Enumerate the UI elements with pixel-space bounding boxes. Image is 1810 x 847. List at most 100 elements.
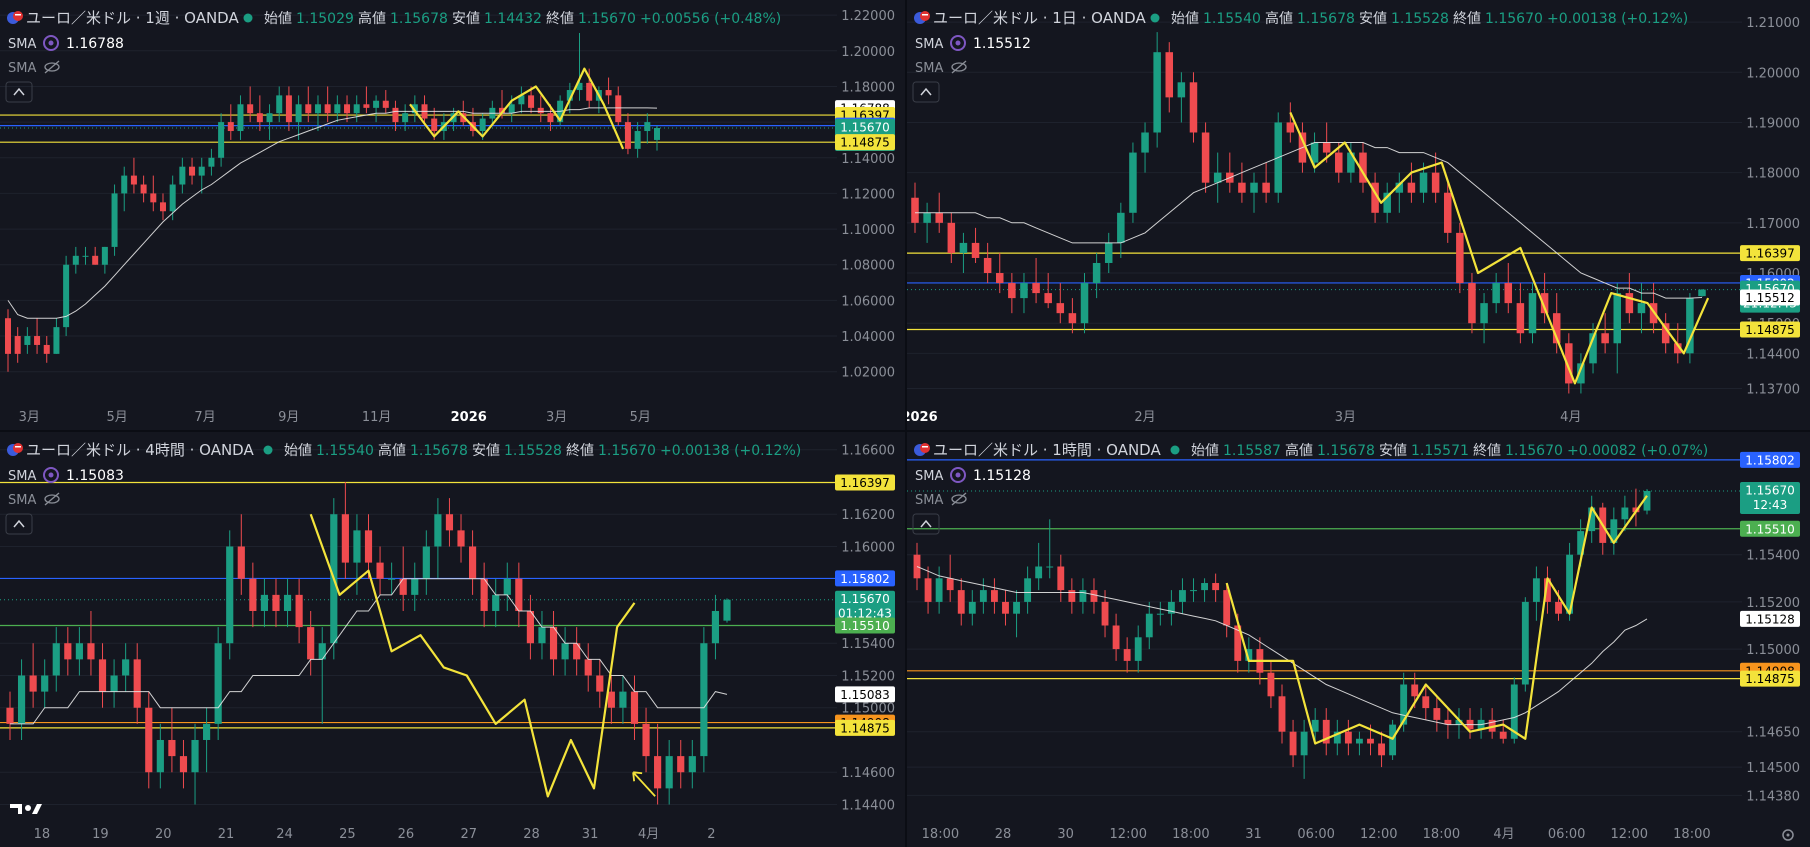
candle — [1104, 242, 1113, 263]
candle — [1056, 303, 1065, 314]
chart-panel-4h[interactable]: 1.16600 1.16200 1.16000 1.15400 1.15200 1.150… — [0, 432, 905, 847]
candle — [644, 122, 651, 132]
x-tick-label: 4月 — [638, 827, 659, 842]
x-tick-label: 27 — [460, 827, 477, 842]
x-tick-label: 4月 — [1493, 827, 1514, 842]
market-open-dot — [263, 445, 273, 455]
candle — [214, 643, 222, 724]
candle — [1407, 182, 1416, 193]
ohlc-open: 1.15540 — [1203, 11, 1261, 27]
candle — [388, 578, 396, 580]
y-tick-label: 1.16200 — [841, 508, 895, 523]
candle — [1504, 283, 1513, 304]
candle — [990, 590, 998, 602]
candle — [307, 627, 315, 660]
candle — [150, 193, 157, 203]
chart-panel-weekly[interactable]: 1.220001.200001.180001.160001.140001.120… — [0, 0, 905, 430]
chart-panel-1h[interactable]: 1.15400 1.15200 1.15000 1.14650 1.14500 1.143… — [907, 432, 1810, 847]
chart-panel-daily[interactable]: 1.21000 1.20000 1.19000 1.18000 1.17000 1.160… — [907, 0, 1810, 430]
candle — [266, 113, 273, 123]
ohlc-close-label: 終値 — [566, 443, 594, 459]
price-badge-label: 1.14875 — [840, 721, 890, 735]
collapse-up-icon — [912, 81, 940, 103]
ohlc-open-label: 始値 — [1171, 11, 1199, 27]
price-badge-countdown: 01:12:43 — [838, 607, 892, 621]
annotation-arrow — [632, 771, 656, 797]
candle — [145, 707, 153, 773]
y-tick-label: 1.16000 — [841, 540, 895, 555]
candle — [1565, 343, 1573, 384]
chart-header: ユーロ／米ドル · 4時間 · OANDA 始値 1.15540 高値 1.15678 安… — [5, 441, 801, 535]
candle — [353, 530, 361, 563]
candle — [499, 107, 506, 114]
sma-label: SMA — [8, 469, 36, 484]
candle — [34, 336, 41, 345]
candle — [1674, 343, 1682, 354]
sma-value: 1.16788 — [66, 36, 124, 52]
candle — [1686, 298, 1694, 354]
y-tick-label: 1.06000 — [841, 294, 895, 309]
candle — [1540, 293, 1549, 314]
y-tick-label: 1.15000 — [841, 702, 895, 717]
price-axis — [1742, 0, 1810, 430]
candle — [586, 82, 593, 101]
candle — [1234, 625, 1242, 661]
candle — [344, 104, 351, 114]
y-tick-label: 1.14380 — [1746, 789, 1800, 804]
candle — [503, 578, 511, 595]
price-badge-label: 1.15510 — [1745, 522, 1795, 536]
price-badge-label: 1.14875 — [840, 136, 890, 150]
ohlc-low: 1.15528 — [1391, 11, 1449, 27]
candle — [334, 104, 341, 114]
price-badge — [835, 617, 895, 634]
collapse-up-icon — [912, 513, 940, 535]
ohlc-low: 1.14432 — [484, 11, 542, 27]
candle — [198, 166, 205, 176]
ohlc-open-label: 始値 — [264, 11, 292, 27]
eye-hidden-icon — [951, 60, 967, 74]
candle — [619, 691, 627, 708]
candle — [979, 590, 987, 602]
ohlc-low: 1.15528 — [504, 443, 562, 459]
candle — [479, 118, 486, 132]
candle — [1300, 731, 1308, 756]
price-badge — [1740, 670, 1800, 687]
candle — [324, 104, 331, 114]
candle — [14, 336, 21, 354]
candle — [996, 273, 1004, 284]
ohlc-low: 1.15571 — [1411, 443, 1469, 459]
zigzag-drawing — [1289, 111, 1710, 385]
candle — [1090, 590, 1098, 602]
ohlc-open: 1.15029 — [296, 11, 354, 27]
price-badge — [1740, 321, 1800, 338]
x-tick-label: 7月 — [194, 410, 215, 425]
candle — [1278, 696, 1286, 732]
candle — [1145, 613, 1153, 638]
ohlc-close-label: 終値 — [1453, 11, 1481, 27]
candle — [376, 562, 384, 579]
x-tick-label: 5月 — [630, 410, 651, 425]
eye-hidden-icon — [951, 492, 967, 506]
candle — [1566, 554, 1574, 614]
candle — [1344, 731, 1352, 744]
candle — [584, 659, 592, 676]
candle — [1101, 601, 1109, 626]
candle — [276, 95, 283, 114]
candle — [1068, 590, 1076, 602]
ohlc-change: +0.00138 (+0.12%) — [1547, 11, 1688, 27]
price-badge-label: 1.16397 — [840, 476, 890, 490]
candle — [82, 255, 89, 257]
candle — [133, 659, 141, 708]
sma-line — [10, 578, 728, 725]
candle — [1610, 519, 1618, 543]
candle — [52, 643, 60, 676]
x-tick-label: 20 — [155, 827, 172, 842]
candle — [179, 166, 186, 185]
candle — [1589, 333, 1597, 364]
sma-value: 1.15512 — [973, 36, 1031, 52]
candle — [468, 546, 477, 579]
candle — [1262, 182, 1270, 193]
price-badge-label: 1.15512 — [1745, 291, 1795, 305]
candle — [1422, 696, 1430, 709]
